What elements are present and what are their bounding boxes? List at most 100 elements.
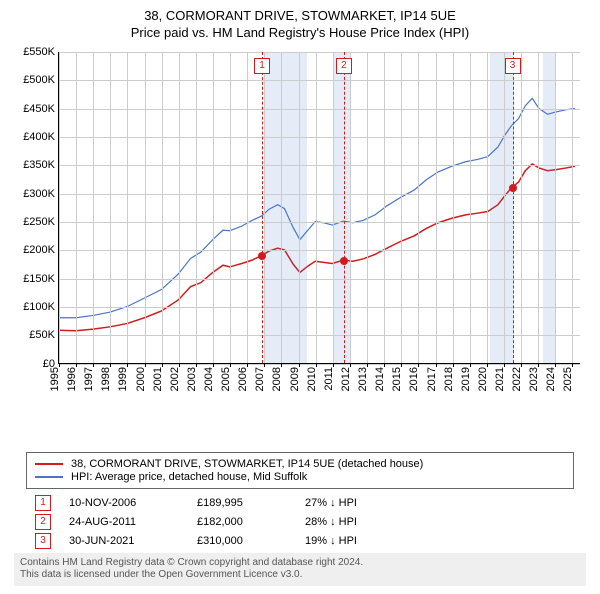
gridline-h [59, 194, 580, 195]
sales-table: 1 10-NOV-2006 £189,995 27% ↓ HPI 2 24-AU… [35, 495, 565, 549]
footer-line-2: This data is licensed under the Open Gov… [20, 569, 580, 582]
x-tick-label: 2009 [286, 367, 300, 391]
y-tick-label: £100K [23, 301, 59, 313]
y-tick-label: £500K [23, 74, 59, 86]
event-vline [344, 52, 345, 363]
sale-price-1: £189,995 [197, 497, 287, 509]
legend-label-1: 38, CORMORANT DRIVE, STOWMARKET, IP14 5U… [71, 458, 423, 470]
recession-shade [543, 52, 555, 363]
gridline-v [196, 52, 197, 363]
sale-delta-3: 19% ↓ HPI [305, 535, 357, 547]
sale-row-1: 1 10-NOV-2006 £189,995 27% ↓ HPI [35, 495, 565, 511]
gridline-v [521, 52, 522, 363]
x-tick-label: 2011 [321, 367, 335, 391]
recession-shade [490, 52, 514, 363]
gridline-v [572, 52, 573, 363]
y-tick-label: £550K [23, 46, 59, 58]
gridline-v [401, 52, 402, 363]
gridline-h [59, 109, 580, 110]
gridline-v [538, 52, 539, 363]
y-tick-label: £250K [23, 216, 59, 228]
y-tick-label: £350K [23, 159, 59, 171]
x-tick-label: 2023 [526, 367, 540, 391]
x-tick-label: 2017 [423, 367, 437, 391]
gridline-v [162, 52, 163, 363]
legend-box: 38, CORMORANT DRIVE, STOWMARKET, IP14 5U… [26, 452, 574, 489]
gridline-v [487, 52, 488, 363]
x-tick-label: 2015 [389, 367, 403, 391]
gridline-h [59, 335, 580, 336]
x-tick-label: 2012 [338, 367, 352, 391]
gridline-v [127, 52, 128, 363]
y-tick-label: £150K [23, 273, 59, 285]
gridline-h [59, 80, 580, 81]
x-tick-label: 2005 [218, 367, 232, 391]
x-tick-label: 1997 [81, 367, 95, 391]
x-tick-label: 2019 [458, 367, 472, 391]
x-tick-label: 2018 [440, 367, 454, 391]
x-tick-label: 2021 [492, 367, 506, 391]
sale-price-2: £182,000 [197, 516, 287, 528]
gridline-h [59, 364, 580, 365]
sale-row-3: 3 30-JUN-2021 £310,000 19% ↓ HPI [35, 533, 565, 549]
gridline-h [59, 250, 580, 251]
sale-flag-2: 2 [35, 514, 51, 530]
sale-flag-1: 1 [35, 495, 51, 511]
event-flag: 1 [254, 58, 270, 74]
x-tick-label: 2014 [372, 367, 386, 391]
legend-row-2: HPI: Average price, detached house, Mid … [35, 471, 565, 483]
x-tick-label: 2016 [406, 367, 420, 391]
recession-shade [264, 52, 307, 363]
gridline-v [281, 52, 282, 363]
gridline-v [145, 52, 146, 363]
sale-flag-3: 3 [35, 533, 51, 549]
y-tick-label: £450K [23, 103, 59, 115]
x-tick-label: 1996 [64, 367, 78, 391]
sale-date-1: 10-NOV-2006 [69, 497, 179, 509]
gridline-v [316, 52, 317, 363]
x-tick-label: 2000 [132, 367, 146, 391]
gridline-v [418, 52, 419, 363]
gridline-v [350, 52, 351, 363]
title-line-2: Price paid vs. HM Land Registry's House … [12, 25, 588, 42]
gridline-v [230, 52, 231, 363]
x-tick-label: 2008 [269, 367, 283, 391]
x-tick-label: 2013 [355, 367, 369, 391]
sale-date-3: 30-JUN-2021 [69, 535, 179, 547]
gridline-h [59, 165, 580, 166]
footer-block: Contains HM Land Registry data © Crown c… [14, 553, 586, 586]
y-tick-label: £300K [23, 188, 59, 200]
gridline-v [504, 52, 505, 363]
legend-swatch-1 [35, 463, 63, 465]
gridline-v [384, 52, 385, 363]
gridline-v [367, 52, 368, 363]
gridline-h [59, 279, 580, 280]
x-tick-label: 1995 [47, 367, 61, 391]
gridline-h [59, 52, 580, 53]
recession-shade [333, 52, 350, 363]
event-flag: 3 [505, 58, 521, 74]
gridline-v [264, 52, 265, 363]
event-vline [513, 52, 514, 363]
gridline-v [247, 52, 248, 363]
x-tick-label: 1998 [98, 367, 112, 391]
chart-area: £0£50K£100K£150K£200K£250K£300K£350K£400… [12, 48, 588, 408]
y-tick-label: £50K [29, 329, 59, 341]
x-tick-label: 2006 [235, 367, 249, 391]
gridline-v [555, 52, 556, 363]
sale-delta-2: 28% ↓ HPI [305, 516, 357, 528]
x-tick-label: 2022 [509, 367, 523, 391]
plot-area: £0£50K£100K£150K£200K£250K£300K£350K£400… [58, 52, 580, 364]
sale-price-3: £310,000 [197, 535, 287, 547]
x-tick-label: 2002 [167, 367, 181, 391]
x-tick-label: 2003 [184, 367, 198, 391]
gridline-v [453, 52, 454, 363]
x-tick-label: 2024 [543, 367, 557, 391]
x-tick-label: 2004 [201, 367, 215, 391]
y-tick-label: £200K [23, 244, 59, 256]
event-flag: 2 [336, 58, 352, 74]
gridline-v [333, 52, 334, 363]
gridline-v [76, 52, 77, 363]
legend-swatch-2 [35, 476, 63, 478]
gridline-h [59, 222, 580, 223]
